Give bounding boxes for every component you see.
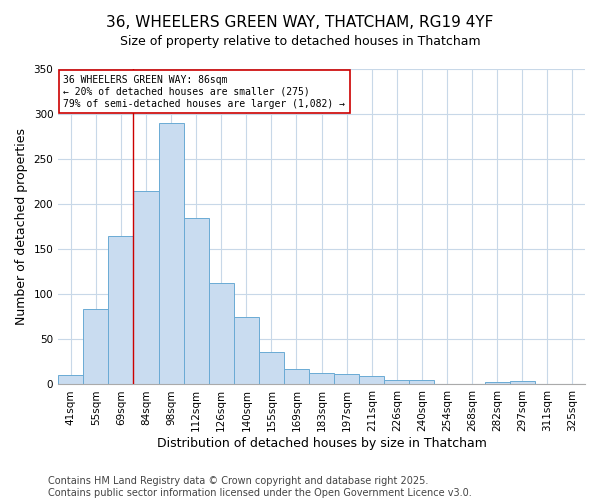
Bar bbox=[234, 317, 259, 384]
Bar bbox=[385, 380, 409, 384]
Bar bbox=[58, 376, 83, 384]
Bar bbox=[359, 376, 385, 384]
Bar bbox=[485, 382, 510, 384]
Bar bbox=[109, 236, 133, 384]
Text: Contains HM Land Registry data © Crown copyright and database right 2025.
Contai: Contains HM Land Registry data © Crown c… bbox=[48, 476, 472, 498]
Bar bbox=[133, 190, 158, 384]
Bar bbox=[209, 282, 234, 384]
Bar bbox=[409, 380, 434, 384]
Bar bbox=[309, 372, 334, 384]
Bar bbox=[334, 374, 359, 384]
Text: Size of property relative to detached houses in Thatcham: Size of property relative to detached ho… bbox=[119, 35, 481, 48]
Bar bbox=[184, 218, 209, 384]
X-axis label: Distribution of detached houses by size in Thatcham: Distribution of detached houses by size … bbox=[157, 437, 487, 450]
Text: 36 WHEELERS GREEN WAY: 86sqm
← 20% of detached houses are smaller (275)
79% of s: 36 WHEELERS GREEN WAY: 86sqm ← 20% of de… bbox=[64, 76, 346, 108]
Text: 36, WHEELERS GREEN WAY, THATCHAM, RG19 4YF: 36, WHEELERS GREEN WAY, THATCHAM, RG19 4… bbox=[106, 15, 494, 30]
Bar bbox=[83, 308, 109, 384]
Bar bbox=[158, 123, 184, 384]
Bar bbox=[259, 352, 284, 384]
Bar bbox=[510, 381, 535, 384]
Bar bbox=[284, 369, 309, 384]
Y-axis label: Number of detached properties: Number of detached properties bbox=[15, 128, 28, 325]
